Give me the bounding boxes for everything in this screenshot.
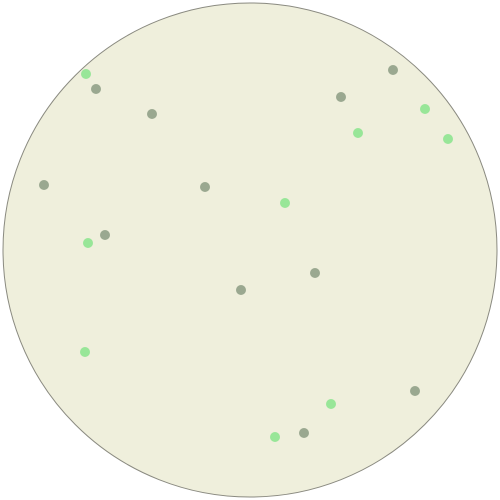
green-dot[interactable]	[353, 128, 363, 138]
green-dot[interactable]	[270, 432, 280, 442]
gray-dot[interactable]	[147, 109, 157, 119]
gray-dot[interactable]	[236, 285, 246, 295]
gray-dot[interactable]	[91, 84, 101, 94]
green-dot[interactable]	[326, 399, 336, 409]
green-dot[interactable]	[443, 134, 453, 144]
gray-dot[interactable]	[299, 428, 309, 438]
gray-dot[interactable]	[410, 386, 420, 396]
gray-dot[interactable]	[100, 230, 110, 240]
gray-dot[interactable]	[39, 180, 49, 190]
green-dot[interactable]	[81, 69, 91, 79]
green-dot[interactable]	[420, 104, 430, 114]
gray-dot[interactable]	[336, 92, 346, 102]
gray-dot[interactable]	[310, 268, 320, 278]
dots-layer	[39, 65, 453, 442]
green-dot[interactable]	[80, 347, 90, 357]
green-dot[interactable]	[83, 238, 93, 248]
gray-dot[interactable]	[200, 182, 210, 192]
gray-dot[interactable]	[388, 65, 398, 75]
green-dot[interactable]	[280, 198, 290, 208]
